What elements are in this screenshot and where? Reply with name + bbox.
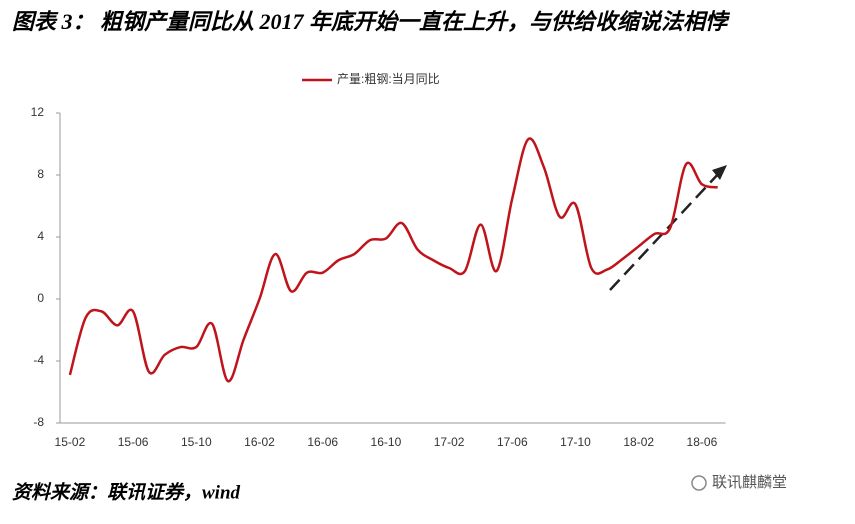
watermark-icon <box>691 475 707 491</box>
y-tick-label: -8 <box>33 415 44 429</box>
source: 资料来源：联讯证券，wind <box>12 481 241 503</box>
x-tick-label: 18-06 <box>687 435 718 449</box>
y-tick-label: 0 <box>37 291 44 305</box>
x-tick-label: 17-02 <box>434 435 465 449</box>
title: 图表 3： 粗钢产量同比从 2017 年底开始一直在上升，与供给收缩说法相悖 <box>12 9 731 34</box>
x-tick-label: 17-10 <box>560 435 591 449</box>
x-tick-label: 17-06 <box>497 435 528 449</box>
trend-arrow <box>609 171 721 291</box>
y-tick-label: -4 <box>33 353 44 367</box>
arrow-head <box>712 165 727 180</box>
legend-label: 产量:粗钢:当月同比 <box>337 72 440 86</box>
x-tick-label: 16-06 <box>307 435 338 449</box>
x-tick-label: 15-06 <box>118 435 149 449</box>
y-tick-label: 8 <box>37 167 44 181</box>
series-line <box>68 137 718 383</box>
x-tick-label: 15-02 <box>55 435 86 449</box>
x-tick-label: 15-10 <box>181 435 212 449</box>
x-tick-label: 16-02 <box>244 435 275 449</box>
x-tick-label: 18-02 <box>623 435 654 449</box>
x-tick-label: 16-10 <box>371 435 402 449</box>
watermark: 联讯麒麟堂 <box>712 474 787 491</box>
y-tick-label: 12 <box>31 105 45 119</box>
y-tick-label: 4 <box>37 229 44 243</box>
